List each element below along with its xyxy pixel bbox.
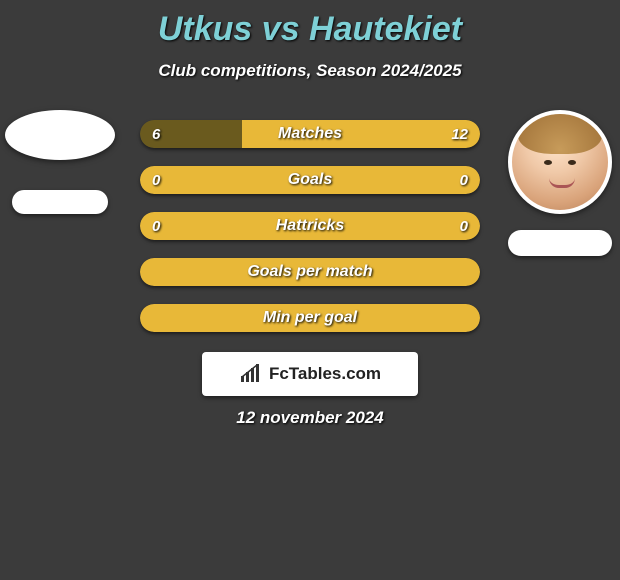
stat-label: Min per goal [140,304,480,332]
page-subtitle: Club competitions, Season 2024/2025 [0,61,620,81]
stat-row: Hattricks0 0 [140,212,480,240]
stat-value-right: 0 [460,212,468,240]
player-right-column [500,110,620,256]
player-right-avatar [508,110,612,214]
stat-label: Hattricks [140,212,480,240]
player-left-name-pill [12,190,108,214]
stat-label: Goals [140,166,480,194]
stat-value-left: 0 [152,212,160,240]
brand-chart-icon [239,364,263,384]
stat-row: Goals0 0 [140,166,480,194]
stat-value-right: 0 [460,166,468,194]
brand-badge: FcTables.com [202,352,418,396]
stats-container: Matches612Goals00Hattricks00Goals per ma… [140,120,480,332]
stat-row: Goals per match [140,258,480,286]
brand-text: FcTables.com [269,364,381,384]
stat-value-left: 6 [152,120,160,148]
date-text: 12 november 2024 [0,408,620,428]
player-left-avatar [5,110,115,160]
player-left-column [0,110,120,214]
stat-label: Matches [140,120,480,148]
stat-row: Matches6 12 [140,120,480,148]
page-title: Utkus vs Hautekiet [0,0,620,49]
player-right-name-pill [508,230,612,256]
stat-value-right: 12 [451,120,468,148]
stat-label: Goals per match [140,258,480,286]
stat-row: Min per goal [140,304,480,332]
stat-value-left: 0 [152,166,160,194]
